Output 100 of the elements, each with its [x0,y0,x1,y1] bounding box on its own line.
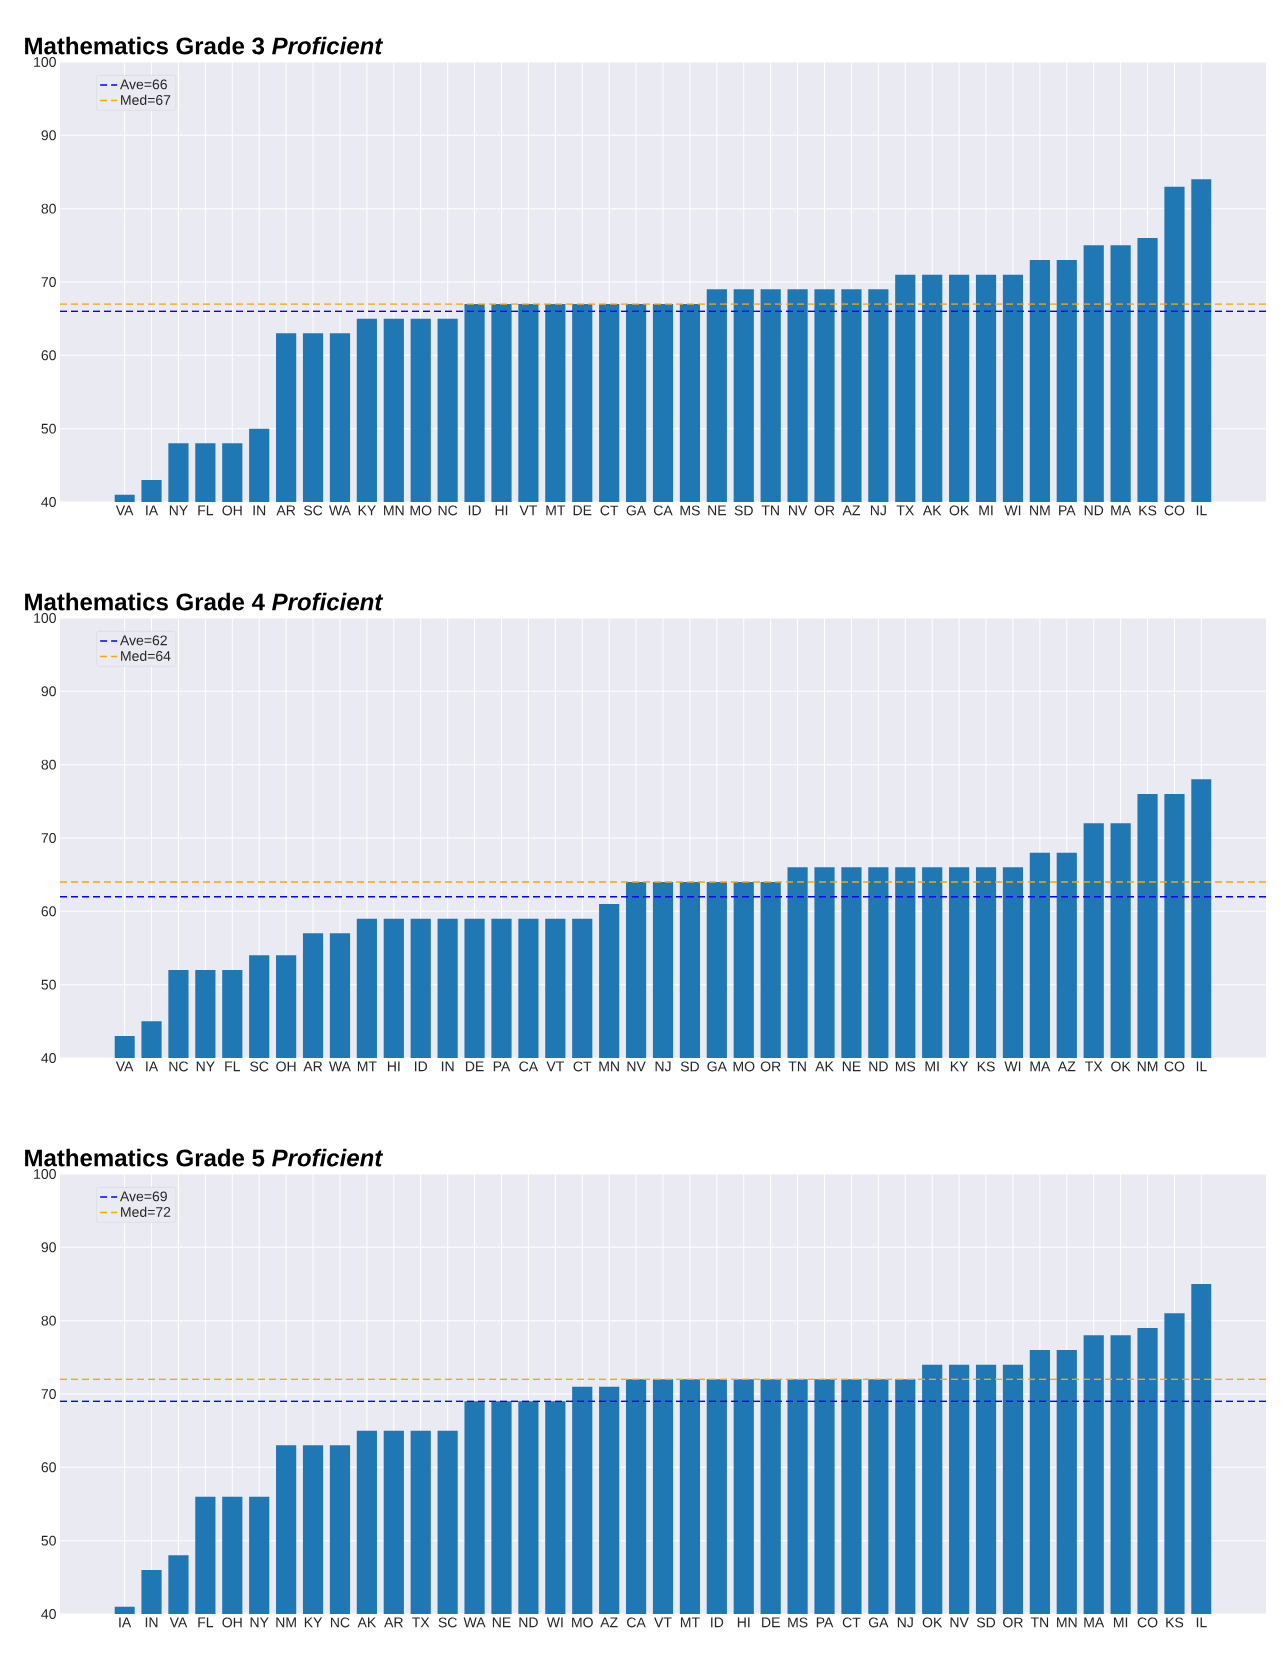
x-tick-label: NC [331,1617,350,1628]
x-tick-label: PA [493,1061,511,1072]
x-tick-label: AK [815,1061,834,1072]
legend-label: Med=72 [121,1206,171,1217]
y-tick-label: 100 [34,613,56,623]
x-tick-label: KS [977,1061,995,1072]
x-tick-label: NM [1030,505,1050,516]
x-tick-label: WA [329,1061,351,1072]
x-tick-label: SD [976,1617,996,1628]
x-tick-label: DE [762,1617,780,1628]
x-tick-label: NE [492,1617,511,1628]
x-tick-label: CT [573,1061,592,1072]
x-tick-label: TN [761,505,779,516]
x-tick-label: TX [412,1617,430,1628]
x-tick-label: WI [546,1617,563,1628]
x-tick-label: TX [896,505,914,516]
x-tick-label: AR [276,505,296,516]
x-tick-label: AZ [1057,1061,1076,1072]
x-tick-label: MN [384,505,404,516]
x-tick-label: WA [329,505,351,516]
x-tick-label: MS [895,1061,916,1072]
y-tick-label: 80 [41,759,56,770]
x-tick-label: AK [357,1617,377,1628]
y-tick-label: 90 [41,130,56,141]
x-tick-label: MA [1111,505,1132,516]
x-tick-label: CA [627,1617,646,1628]
y-tick-label: 70 [41,1389,56,1399]
x-tick-label: SD [680,1061,699,1072]
x-tick-label: SC [303,505,323,516]
y-tick-label: 40 [41,1609,56,1619]
y-tick-label: 40 [41,497,56,507]
y-tick-label: 70 [41,833,56,843]
x-tick-label: TN [788,1061,806,1072]
x-tick-label: VA [169,1617,188,1628]
x-tick-label: FL [198,505,214,516]
x-tick-label: MT [357,1061,377,1072]
x-tick-label: IN [441,1061,454,1072]
x-tick-label: CO [1164,505,1185,516]
x-tick-label: HI [387,1061,400,1072]
x-tick-label: ID [711,1617,724,1628]
x-tick-label: HI [495,505,508,516]
x-tick-label: IN [145,1617,158,1628]
x-tick-label: MS [680,505,700,516]
x-tick-label: FL [225,1061,240,1072]
x-tick-label: MI [1114,1617,1128,1628]
y-tick-label: 70 [41,277,56,287]
x-tick-label: NY [196,1061,215,1072]
x-tick-label: NV [627,1061,646,1072]
x-tick-label: AZ [600,1617,618,1628]
x-tick-label: NV [950,1617,969,1628]
x-tick-label: OK [922,1617,943,1628]
x-tick-label: PA [816,1617,834,1628]
x-tick-label: NY [169,505,188,516]
x-tick-label: DE [573,505,592,516]
x-tick-label: MO [733,1061,755,1072]
x-tick-label: VT [654,1617,672,1628]
y-tick-label: 90 [41,686,56,697]
x-tick-label: NJ [897,1617,913,1628]
x-tick-label: OH [222,505,242,516]
x-tick-label: WA [463,1617,486,1628]
x-tick-label: MN [1057,1617,1077,1628]
x-tick-label: OR [760,1061,781,1072]
x-tick-label: MO [572,1617,593,1628]
x-tick-label: CO [1137,1617,1158,1628]
legend-label: Ave=69 [119,1191,167,1202]
x-tick-label: FL [198,1617,214,1628]
x-tick-label: CT [600,505,619,516]
x-tick-label: NV [789,505,808,516]
x-tick-label: OR [814,505,835,516]
x-tick-label: IA [146,1061,159,1072]
x-tick-label: ID [468,505,481,516]
y-tick-label: 50 [41,423,56,434]
x-tick-label: NM [1137,1061,1158,1072]
chart-title: Mathematics Grade 5 Proficient [25,1148,384,1167]
x-tick-label: NY [250,1617,269,1628]
x-tick-label: VA [115,1061,134,1072]
x-tick-label: NC [169,1061,189,1072]
y-tick-label: 60 [41,350,56,361]
chart-title: Mathematics Grade 4 Proficient [25,592,384,611]
x-tick-label: CT [842,1617,861,1628]
x-tick-label: VT [546,1061,564,1072]
x-tick-label: GA [707,1061,727,1072]
x-tick-label: IL [1196,1617,1207,1628]
x-tick-label: WI [1004,505,1021,516]
y-tick-label: 90 [41,1242,56,1253]
y-tick-label: 60 [41,906,56,917]
x-tick-label: AZ [842,505,860,516]
x-tick-label: GA [626,505,647,516]
x-tick-label: VT [519,505,538,516]
y-tick-label: 80 [41,1315,56,1326]
x-tick-label: PA [1059,505,1076,516]
x-tick-label: MA [1030,1061,1051,1072]
x-tick-label: KY [358,505,376,516]
x-tick-label: IL [1196,1061,1207,1072]
legend-label: Med=64 [121,650,171,661]
legend-label: Ave=62 [119,635,167,646]
x-tick-label: CA [653,505,673,516]
x-tick-label: NJ [870,505,886,516]
x-tick-label: AK [922,505,942,516]
x-tick-label: SC [250,1061,269,1072]
